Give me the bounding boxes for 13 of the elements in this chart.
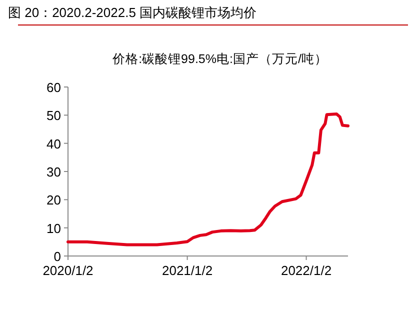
y-tick-label: 50 <box>46 108 61 124</box>
y-tick-label: 10 <box>46 220 61 236</box>
x-tick-label: 2022/1/2 <box>280 263 332 278</box>
y-tick-label: 60 <box>46 80 61 95</box>
y-tick-label: 0 <box>54 249 61 264</box>
chart-title: 图 20：2020.2-2022.5 国内碳酸锂市场均价 <box>8 5 257 20</box>
y-tick-label: 40 <box>46 136 61 152</box>
y-tick-label: 30 <box>46 164 61 180</box>
chart-subtitle: 价格:碳酸锂99.5%电:国产（万元/吨） <box>112 52 328 66</box>
x-tick-label: 2021/1/2 <box>162 263 213 278</box>
x-tick-label: 2020/1/2 <box>42 263 94 278</box>
line-series <box>66 112 350 246</box>
y-tick-label: 20 <box>46 192 61 208</box>
